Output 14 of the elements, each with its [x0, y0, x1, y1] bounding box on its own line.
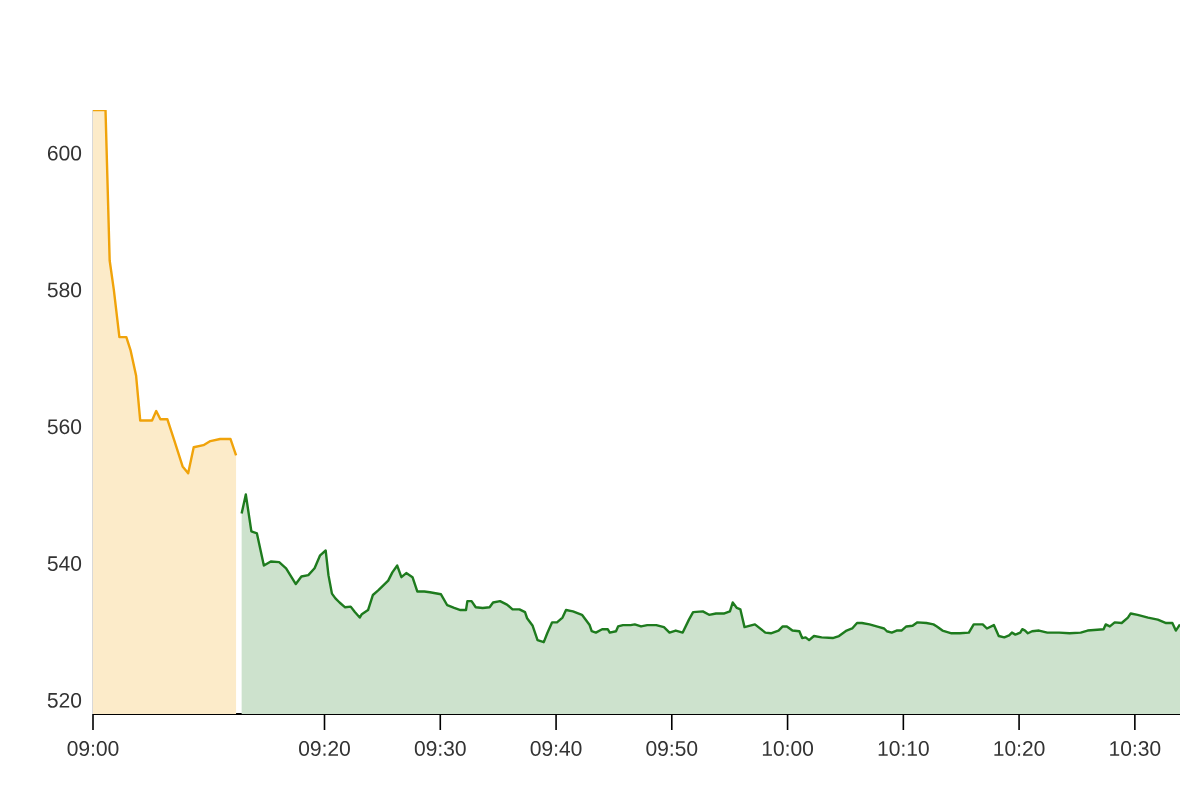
x-tick-label: 10:20 [994, 741, 1045, 756]
x-tick-label: 10:00 [762, 741, 814, 756]
x-tick-label: 09:30 [414, 741, 466, 756]
y-tick-label: 600 [47, 145, 82, 161]
x-tick-label: 09:00 [67, 741, 119, 756]
y-tick-label: 520 [47, 692, 82, 708]
x-tick-label: 10:30 [1110, 741, 1161, 756]
y-tick-label: 560 [47, 419, 82, 435]
x-tick-label: 09:50 [646, 741, 698, 756]
x-tick-label: 09:40 [530, 741, 582, 756]
x-tick-label: 09:20 [299, 741, 350, 756]
x-tick-label: 10:10 [878, 741, 929, 756]
y-tick-label: 540 [47, 556, 82, 571]
y-tick-label: 580 [47, 282, 82, 298]
